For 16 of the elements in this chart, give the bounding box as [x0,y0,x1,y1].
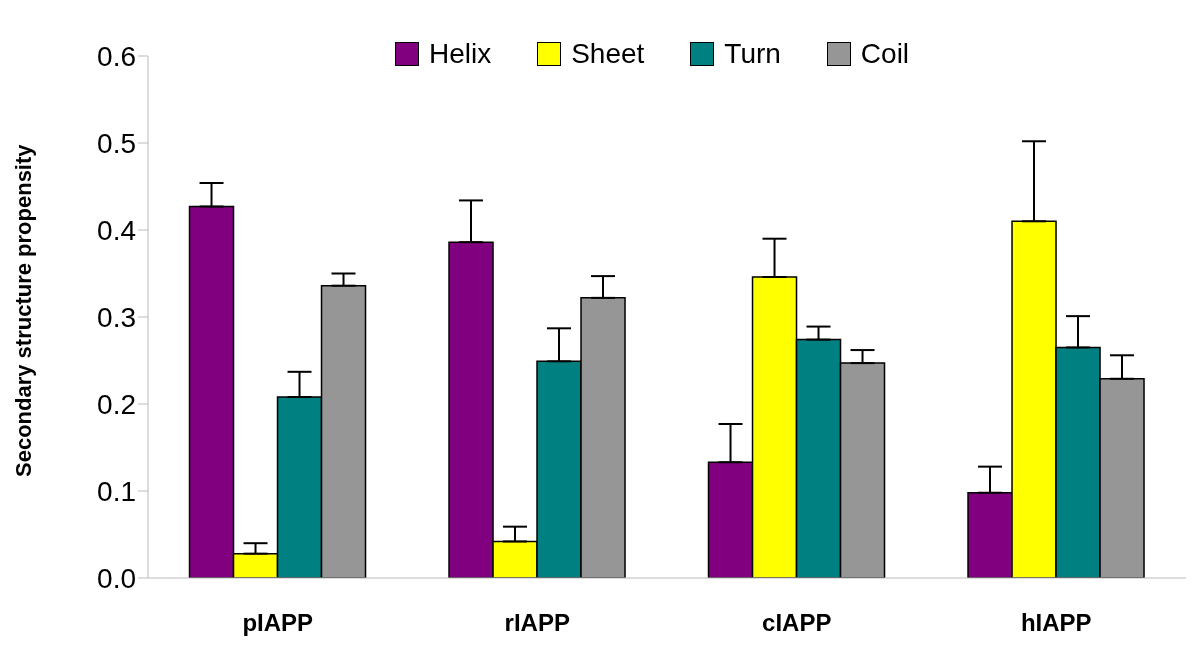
y-tick-label: 0.6 [97,40,136,72]
legend-label: Turn [724,38,781,70]
legend-label: Sheet [571,38,645,70]
x-tick-label: rIAPP [504,609,570,637]
y-axis-title: Secondary structure propensity [10,143,36,477]
y-tick-label: 0.5 [97,127,136,159]
x-tick-label: hIAPP [1020,609,1092,637]
x-tick-label: cIAPP [762,609,832,637]
y-tick-label: 0.4 [97,214,136,246]
y-tick-label: 0.3 [97,301,136,333]
legend-label: Helix [428,38,492,70]
x-tick-label: pIAPP [242,609,314,637]
y-tick-label: 0.1 [97,475,136,507]
y-tick-label: 0.0 [97,562,136,594]
y-tick-label: 0.2 [97,388,136,420]
legend-label: Coil [860,38,910,70]
